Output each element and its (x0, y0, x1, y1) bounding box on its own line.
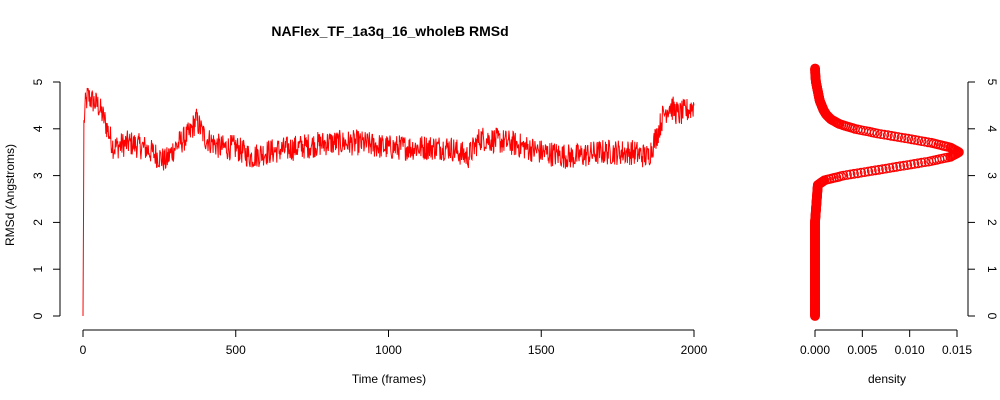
chart-title: NAFlex_TF_1a3q_16_wholeB RMSd (271, 23, 508, 39)
density-point (866, 165, 877, 176)
density-point (884, 163, 895, 173)
x-tick-label: 1000 (375, 343, 402, 357)
density-point (856, 167, 866, 178)
density-point (889, 131, 900, 142)
density-point (881, 163, 891, 174)
density-point (870, 165, 881, 176)
density-point (896, 132, 907, 143)
density-point (810, 63, 820, 74)
x-tick-label: 2000 (681, 343, 708, 357)
density-point (882, 130, 893, 141)
y-axis-title: RMSd (Angstroms) (3, 144, 17, 246)
density-point (906, 134, 917, 145)
density-point (913, 158, 923, 169)
x-tick-label: 1500 (528, 343, 555, 357)
density-y-tick-label: 1 (985, 266, 999, 273)
density-point (920, 157, 930, 168)
density-y-tick-label: 4 (985, 125, 999, 132)
density-point (876, 129, 886, 140)
x-axis-title: Time (frames) (352, 372, 426, 386)
density-y-tick-label: 2 (985, 219, 999, 226)
density-point (916, 136, 927, 147)
x-tick-label: 500 (226, 343, 246, 357)
density-x-tick-label: 0.005 (847, 343, 877, 357)
density-point (863, 166, 874, 177)
density-panel: 0.000 0.005 0.010 0.015 0 1 2 3 4 5 density (800, 63, 999, 386)
density-point (909, 158, 920, 169)
density-point (879, 129, 890, 140)
density-point (895, 161, 906, 172)
density-point (849, 168, 859, 179)
density-y-tick-label: 3 (985, 172, 999, 179)
y-tick-label: 4 (31, 125, 45, 132)
density-point (906, 159, 916, 170)
y-tick-label: 1 (31, 266, 45, 273)
density-point (926, 137, 937, 148)
density-points (810, 63, 964, 321)
density-point (902, 160, 913, 171)
x-tick-label: 0 (80, 343, 87, 357)
density-y-tick-label: 5 (985, 79, 999, 86)
density-point (852, 168, 863, 179)
density-x-tick-label: 0.000 (800, 343, 830, 357)
density-point (910, 134, 920, 145)
density-point (903, 133, 914, 144)
density-point (919, 136, 930, 147)
density-point (845, 169, 856, 180)
density-x-tick-label: 0.010 (895, 343, 925, 357)
density-point (893, 132, 903, 142)
density-point (913, 135, 924, 146)
y-tick-label: 2 (31, 219, 45, 226)
y-axis: 0 1 2 3 4 5 (31, 78, 61, 319)
y-tick-label: 5 (31, 78, 45, 85)
density-point (838, 170, 849, 181)
density-x-tick-label: 0.015 (942, 343, 972, 357)
density-point (877, 164, 888, 175)
density-point (886, 130, 897, 141)
density-y-tick-label: 0 (985, 313, 999, 320)
density-point (842, 170, 852, 180)
density-point (859, 167, 870, 178)
density-y-axis: 0 1 2 3 4 5 (967, 79, 999, 320)
x-axis: 0 500 1000 1500 2000 (80, 329, 708, 357)
density-point (916, 157, 927, 168)
density-x-axis: 0.000 0.005 0.010 0.015 (800, 329, 972, 357)
y-tick-label: 3 (31, 172, 45, 179)
rmsd-timeseries-panel: 0 500 1000 1500 2000 0 1 2 3 4 5 Time (frames) RM… (3, 78, 708, 386)
density-point (923, 137, 933, 148)
density-point (900, 133, 910, 144)
density-point (891, 161, 902, 172)
density-x-axis-title: density (868, 372, 906, 386)
rmsd-series-line (82, 87, 695, 317)
y-tick-label: 0 (31, 312, 45, 319)
density-point (888, 162, 898, 173)
density-point (898, 160, 909, 171)
density-point (874, 164, 884, 175)
